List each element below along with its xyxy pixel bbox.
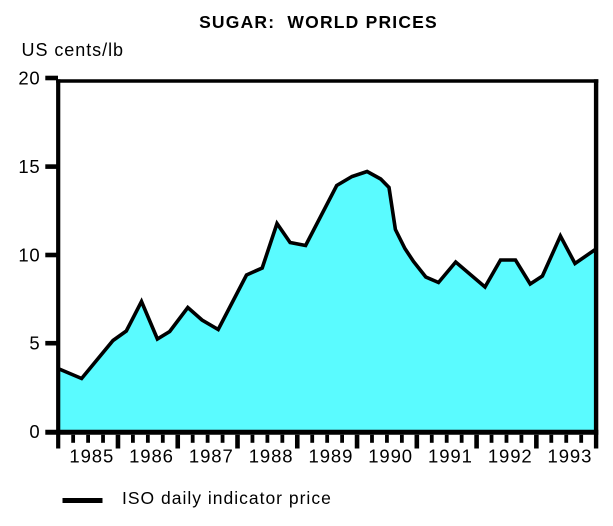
svg-text:5: 5 — [29, 333, 40, 354]
svg-text:15: 15 — [18, 156, 40, 177]
svg-text:1992: 1992 — [488, 446, 533, 467]
svg-text:10: 10 — [18, 245, 40, 266]
svg-text:1993: 1993 — [548, 446, 593, 467]
svg-text:ISO daily indicator price: ISO daily indicator price — [122, 488, 332, 508]
svg-text:1990: 1990 — [368, 446, 413, 467]
svg-text:20: 20 — [18, 68, 40, 89]
svg-text:1989: 1989 — [309, 446, 354, 467]
svg-text:US cents/lb: US cents/lb — [22, 40, 125, 60]
svg-text:1987: 1987 — [189, 446, 234, 467]
svg-text:1985: 1985 — [69, 446, 114, 467]
svg-text:1986: 1986 — [129, 446, 174, 467]
svg-text:1988: 1988 — [249, 446, 294, 467]
svg-text:SUGAR: WORLD PRICES: SUGAR: WORLD PRICES — [199, 12, 438, 32]
svg-text:1991: 1991 — [428, 446, 473, 467]
svg-text:0: 0 — [29, 421, 40, 442]
